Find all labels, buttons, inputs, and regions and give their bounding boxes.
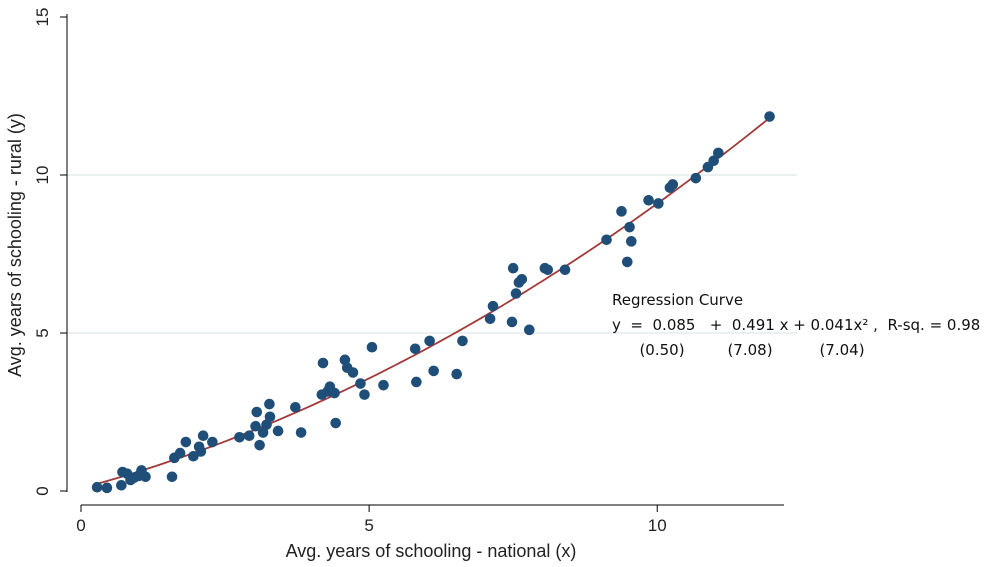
data-point — [330, 417, 341, 429]
data-point — [516, 273, 528, 285]
data-point — [409, 343, 421, 355]
data-point — [616, 206, 627, 217]
data-point — [708, 155, 719, 167]
data-point — [506, 316, 518, 328]
data-point — [347, 367, 359, 378]
data-point — [257, 427, 269, 438]
x-tick-label: 5 — [364, 516, 373, 535]
axis-ticks: 0 5 10 15 0 5 10 — [33, 8, 667, 535]
data-point — [411, 376, 422, 388]
data-point — [424, 335, 435, 347]
annotation-tstat-quadratic: (7.04) — [819, 341, 864, 359]
data-point — [667, 179, 679, 190]
data-point — [197, 430, 209, 442]
data-point — [254, 439, 265, 451]
data-point — [366, 341, 378, 353]
data-point — [329, 387, 340, 399]
data-point — [621, 256, 633, 268]
data-points — [91, 111, 775, 494]
data-point — [317, 357, 329, 369]
data-point — [355, 378, 366, 389]
data-point — [264, 411, 276, 423]
data-point — [559, 264, 571, 276]
data-point — [601, 234, 612, 246]
annotation-title: Regression Curve — [612, 291, 743, 309]
data-point — [690, 172, 702, 184]
data-point — [207, 436, 218, 448]
data-point — [542, 264, 554, 276]
regression-annotation: Regression Curve y = 0.085 + 0.491 x + 0… — [612, 291, 980, 359]
data-point — [524, 324, 535, 336]
data-point — [195, 446, 207, 457]
y-tick-label: 0 — [33, 486, 52, 495]
data-point — [510, 288, 522, 299]
data-point — [484, 313, 496, 325]
data-point — [261, 419, 272, 430]
x-axis-title: Avg. years of schooling - national (x) — [286, 541, 577, 561]
annotation-tstat-intercept: (0.50) — [639, 341, 684, 359]
annotation-equation: y = 0.085 + 0.491 x + 0.041x² , R-sq. = … — [612, 316, 980, 334]
data-point — [428, 365, 439, 377]
data-point — [174, 447, 186, 459]
x-tick-label: 0 — [76, 516, 85, 535]
data-point — [643, 194, 654, 206]
data-point — [272, 425, 284, 437]
data-point — [264, 398, 275, 410]
y-tick-label: 10 — [33, 166, 52, 185]
annotation-tstat-linear: (7.08) — [727, 341, 772, 359]
data-point — [250, 420, 261, 432]
data-point — [140, 471, 151, 483]
data-point — [507, 262, 519, 274]
y-tick-label: 15 — [33, 8, 52, 27]
data-point — [91, 481, 103, 493]
axes — [66, 14, 784, 506]
data-point — [101, 482, 113, 494]
grid-lines — [67, 174, 797, 334]
data-point — [290, 401, 301, 413]
data-point — [295, 427, 307, 438]
y-tick-label: 5 — [33, 328, 52, 337]
data-point — [625, 236, 637, 247]
data-point — [713, 147, 724, 159]
data-point — [487, 300, 499, 312]
data-point — [359, 389, 370, 400]
data-point — [624, 221, 635, 233]
data-point — [378, 379, 389, 391]
data-point — [653, 198, 664, 209]
x-tick-label: 10 — [648, 516, 667, 535]
data-point — [764, 111, 775, 122]
data-point — [251, 406, 263, 418]
y-axis-title: Avg. years of schooling - rural (y) — [5, 113, 25, 377]
data-point — [116, 480, 127, 491]
data-point — [457, 335, 468, 347]
data-point — [243, 430, 255, 442]
data-point — [451, 368, 463, 380]
data-point — [180, 436, 192, 448]
data-point — [234, 431, 245, 443]
data-point — [166, 471, 178, 483]
